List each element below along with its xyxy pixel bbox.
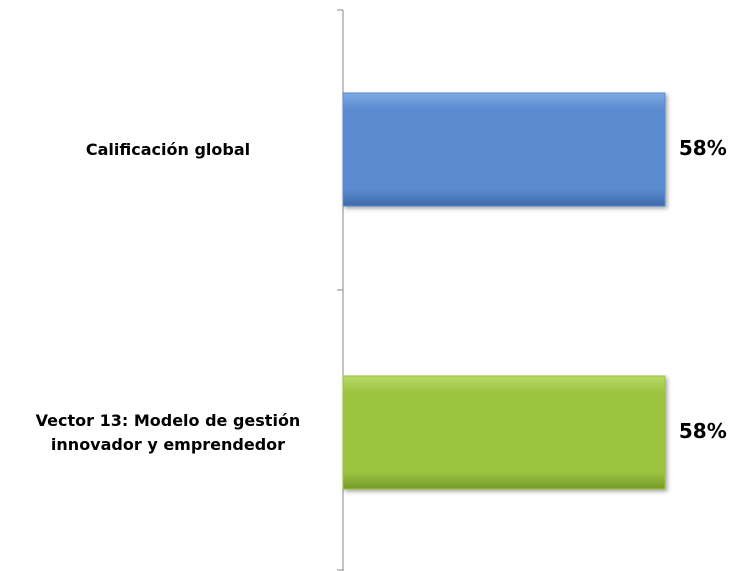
category-label-box: Calificación global [3,138,333,162]
bar [342,92,666,207]
bar [342,375,666,490]
value-label: 58% [679,419,727,443]
category-label-box: Vector 13: Modelo de gestión innovador y… [3,409,333,457]
category-label: Vector 13: Modelo de gestión innovador y… [35,410,301,454]
category-label: Calificación global [85,139,251,159]
value-label: 58% [679,136,727,160]
